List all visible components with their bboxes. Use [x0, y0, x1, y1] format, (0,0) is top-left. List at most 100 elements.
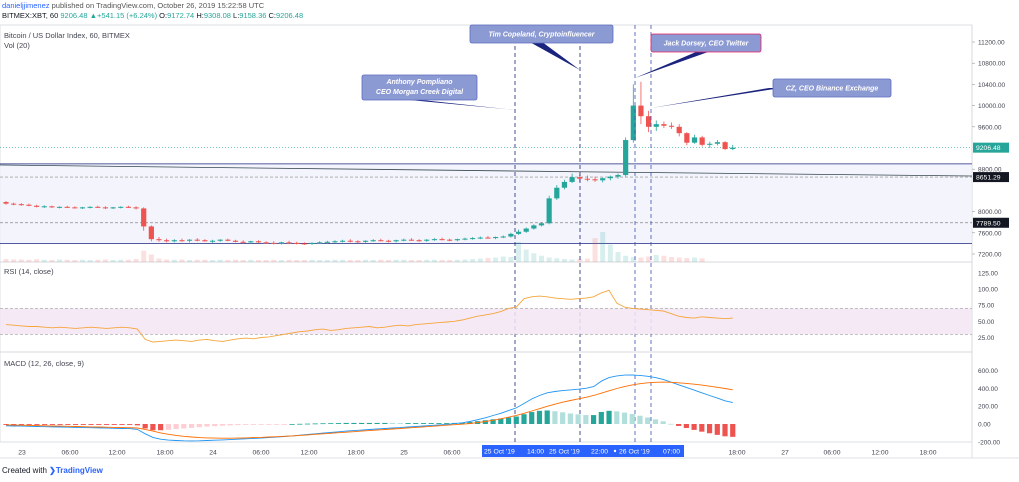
candle-body — [164, 240, 170, 242]
volume-bar — [156, 258, 162, 262]
macd-histogram-bar — [490, 419, 496, 424]
candle-body — [248, 241, 254, 243]
rsi-axis-tick: 125.00 — [978, 270, 998, 277]
volume-bar — [171, 259, 177, 262]
macd-histogram-bar — [598, 411, 604, 424]
macd-histogram-bar — [181, 424, 187, 429]
candle-body — [408, 239, 415, 241]
time-axis-tick: 06:00 — [443, 450, 460, 457]
price-tag: 8651.29 — [976, 175, 1001, 182]
macd-histogram-bar — [150, 424, 156, 431]
macd-histogram-bar — [188, 424, 195, 428]
signal-line — [5, 381, 733, 439]
rsi-axis-tick: 100.00 — [978, 287, 998, 294]
candle-body — [255, 241, 262, 243]
volume-bar — [125, 259, 131, 262]
time-axis-tick: 06:00 — [252, 450, 269, 457]
macd-histogram-bar — [459, 422, 465, 424]
macd-histogram-bar — [320, 423, 326, 425]
volume-bar — [332, 259, 338, 262]
rsi-axis-tick: 25.00 — [978, 335, 995, 342]
macd-histogram-bar — [158, 424, 164, 431]
time-axis-tick: 18:00 — [347, 450, 364, 457]
macd-histogram-bar — [706, 424, 713, 434]
volume-bar — [240, 260, 246, 262]
close-value: 9206.48 — [276, 11, 304, 20]
volume-bar — [623, 255, 629, 262]
volume-bar — [148, 254, 154, 262]
macd-panel-frame — [0, 351, 973, 443]
candle-body — [232, 240, 239, 242]
candle-body — [347, 240, 353, 242]
volume-bar — [278, 260, 284, 262]
macd-histogram-bar — [683, 424, 689, 429]
volume-bar — [294, 260, 300, 262]
price-tag-bg — [973, 172, 1009, 183]
candle-body — [18, 204, 24, 206]
time-axis-tick: 06:00 — [61, 450, 78, 457]
volume-bar — [569, 259, 575, 262]
publish-text: published on TradingView.com, October 26… — [49, 1, 265, 10]
volume-bar — [64, 259, 70, 262]
macd-histogram-bar — [219, 424, 226, 426]
rsi-axis-tick: 75.00 — [978, 303, 995, 310]
macd-histogram-bar — [714, 424, 720, 435]
macd-histogram-bar — [498, 418, 504, 424]
candle-body — [515, 231, 522, 234]
candle-body — [554, 187, 560, 199]
candle-body — [722, 142, 728, 150]
price-tag-bg — [973, 142, 1009, 153]
volume-bar — [546, 257, 552, 262]
price-tag: 9206.48 — [976, 145, 1001, 152]
candle-body — [538, 223, 545, 226]
callout-text: Anthony Pompliano — [385, 79, 453, 86]
candle-body — [477, 237, 483, 239]
time-highlight-label: 07:00 — [663, 449, 680, 456]
volume-bar — [638, 257, 644, 262]
volume-bar — [592, 238, 598, 262]
macd-histogram-bar — [119, 424, 125, 425]
macd-histogram-bar — [165, 424, 171, 430]
rsi-panel-title: RSI (14, close) — [4, 267, 54, 276]
created-with-text: Created with — [2, 466, 47, 475]
candle-body — [41, 206, 47, 208]
macd-histogram-bar — [397, 423, 403, 424]
time-highlight-bg — [482, 445, 684, 457]
macd-histogram-bar — [142, 424, 148, 429]
volume-bar — [87, 260, 93, 262]
candle-body — [26, 204, 32, 206]
macd-histogram-bar — [281, 424, 287, 425]
candle-body — [508, 233, 514, 237]
volume-bar — [225, 260, 231, 262]
callout-text: Jack Dorsey, CEO Twitter — [664, 41, 750, 48]
macd-histogram-bar — [212, 424, 218, 427]
macd-histogram-bar — [204, 424, 210, 427]
macd-histogram-bar — [382, 422, 388, 424]
tradingview-brand[interactable]: TradingView — [55, 466, 103, 475]
candle-body — [378, 240, 384, 242]
macd-histogram-bar — [96, 424, 102, 425]
volume-bar — [80, 259, 85, 262]
time-axis-tick: 27 — [781, 450, 789, 457]
candle-body — [171, 240, 177, 242]
volume-bar — [615, 252, 621, 262]
price-axis-tick: 7600.00 — [978, 230, 1002, 237]
macd-histogram-bar — [266, 424, 272, 425]
open-label: O: — [159, 11, 168, 20]
macd-histogram-bar — [297, 423, 303, 425]
author-link[interactable]: danieljjimenez — [2, 1, 50, 10]
time-highlight-dot — [613, 449, 617, 453]
macd-histogram-bar — [529, 412, 535, 424]
time-highlight-label: 25 Oct '19 — [484, 449, 515, 456]
volume-bar — [187, 260, 193, 262]
volume-bar — [11, 259, 17, 262]
range-zone — [0, 163, 972, 244]
volume-bar — [692, 257, 697, 262]
macd-histogram-bar — [243, 424, 249, 425]
volume-bar — [210, 260, 216, 262]
price-change: +541.15 (+6.24%) — [97, 11, 158, 20]
time-highlight-label: 14:00 — [527, 449, 544, 456]
high-value: 9308.08 — [203, 11, 231, 20]
price-axis-tick: 10800.00 — [978, 61, 1005, 68]
